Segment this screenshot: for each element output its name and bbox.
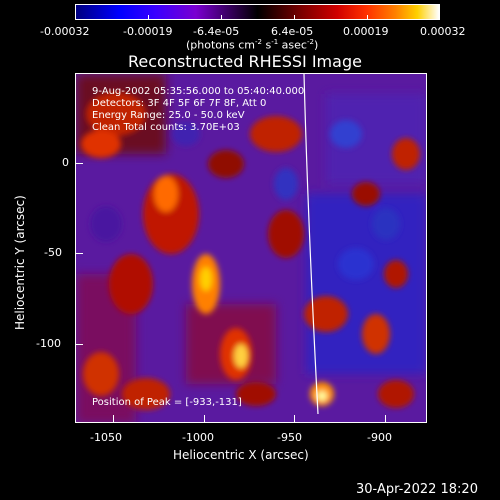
colorbar-unit-label: (photons cm-2 s-1 asec-2) [186,38,319,52]
colorbar [75,4,440,20]
colorbar-tick-label: 0.00019 [343,25,389,38]
x-axis-tick-label: -1000 [182,431,214,444]
x-axis-tick-label: -900 [367,431,392,444]
x-axis-tick-label: -950 [277,431,302,444]
colorbar-tick-label: 6.4e-05 [271,25,314,38]
colorbar-tick [367,15,368,20]
rhessi-image [75,73,427,423]
x-axis-label: Heliocentric X (arcsec) [173,448,309,462]
colorbar-tick-label: -0.00032 [40,25,90,38]
colorbar-tick [75,15,76,20]
x-axis-tick [385,415,386,423]
info-time-range: 9-Aug-2002 05:35:56.000 to 05:40:40.000 [92,86,305,97]
x-axis-tick [113,415,114,423]
y-axis-label: Heliocentric Y (arcsec) [13,195,27,330]
y-axis-tick [75,163,83,164]
image-canvas [76,74,426,422]
x-axis-tick [204,415,205,423]
info-clean-counts: Clean Total counts: 3.70E+03 [92,122,240,133]
colorbar-tick-label: -0.00019 [123,25,173,38]
y-axis-tick-label: -50 [44,246,62,259]
colorbar-tick [439,15,440,20]
y-axis-tick-label: -100 [36,337,61,350]
y-axis-tick [75,253,83,254]
plot-title: Reconstructed RHESSI Image [128,52,362,71]
colorbar-tick-label: -6.4e-05 [193,25,240,38]
colorbar-tick-label: 0.00032 [420,25,466,38]
y-axis-tick-label: 0 [62,156,69,169]
x-axis-tick-label: -1050 [90,431,122,444]
x-axis-tick [294,415,295,423]
info-detectors: Detectors: 3F 4F 5F 6F 7F 8F, Att 0 [92,98,267,109]
colorbar-tick [221,15,222,20]
colorbar-tick [148,15,149,20]
y-axis-tick [75,344,83,345]
peak-position-label: Position of Peak = [-933,-131] [92,397,242,408]
colorbar-tick [294,15,295,20]
info-energy-range: Energy Range: 25.0 - 50.0 keV [92,110,245,121]
timestamp: 30-Apr-2022 18:20 [356,482,478,497]
